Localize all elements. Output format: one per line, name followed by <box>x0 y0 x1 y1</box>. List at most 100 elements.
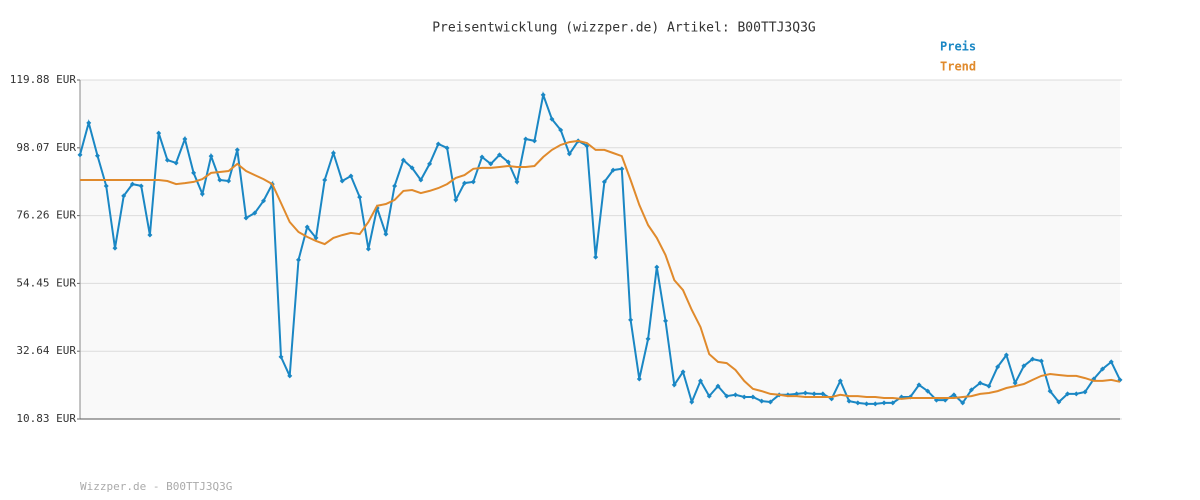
data-point <box>199 191 205 197</box>
data-point <box>1047 388 1053 394</box>
data-point <box>462 180 468 186</box>
y-tick-label: 76.26 EUR <box>16 209 76 222</box>
data-point <box>304 224 310 230</box>
data-point <box>986 383 992 389</box>
data-point <box>566 151 572 157</box>
data-point <box>846 398 852 404</box>
data-point <box>1038 358 1044 364</box>
data-point <box>295 257 301 263</box>
data-point <box>645 336 651 342</box>
chart-title: Preisentwicklung (wizzper.de) Artikel: B… <box>432 21 816 36</box>
data-point <box>636 376 642 382</box>
data-point <box>313 235 319 241</box>
legend-entry: Trend <box>940 60 976 74</box>
data-point <box>94 153 100 159</box>
data-point <box>750 394 756 400</box>
data-point <box>706 393 712 399</box>
data-point <box>689 399 695 405</box>
data-point <box>864 401 870 407</box>
data-point <box>287 373 293 379</box>
data-point <box>593 254 599 260</box>
data-point <box>1056 399 1062 405</box>
data-point <box>505 159 511 165</box>
data-point <box>77 152 83 158</box>
data-point <box>916 382 922 388</box>
data-point <box>715 383 721 389</box>
data-point <box>732 392 738 398</box>
data-point <box>654 264 660 270</box>
data-point <box>855 400 861 406</box>
data-point <box>243 215 249 221</box>
data-point <box>698 378 704 384</box>
data-point <box>724 393 730 399</box>
data-point <box>339 178 345 184</box>
data-point <box>890 400 896 406</box>
y-tick-label: 119.88 EUR <box>10 73 77 86</box>
data-point <box>156 130 162 136</box>
data-point <box>496 152 502 158</box>
data-point <box>741 394 747 400</box>
data-point <box>322 177 328 183</box>
data-point <box>680 369 686 375</box>
data-point <box>1100 366 1106 372</box>
data-point <box>767 399 773 405</box>
data-point <box>1065 391 1071 397</box>
data-point <box>995 364 1001 370</box>
plot-area <box>80 80 1120 419</box>
data-point <box>164 157 170 163</box>
y-tick-label: 10.83 EUR <box>16 412 76 425</box>
data-point <box>1021 363 1027 369</box>
data-point <box>470 179 476 185</box>
data-point <box>960 400 966 406</box>
data-point <box>217 177 223 183</box>
data-point <box>925 388 931 394</box>
y-tick-label: 54.45 EUR <box>16 276 76 289</box>
data-point <box>1073 391 1079 397</box>
data-point <box>531 138 537 144</box>
data-point <box>1108 359 1114 365</box>
data-point <box>540 92 546 98</box>
data-point <box>357 194 363 200</box>
data-point <box>549 116 555 122</box>
legend-entry: Preis <box>940 40 976 54</box>
data-point <box>173 160 179 166</box>
data-point <box>129 181 135 187</box>
data-point <box>330 150 336 156</box>
data-point <box>383 231 389 237</box>
data-point <box>811 391 817 397</box>
data-point <box>671 382 677 388</box>
data-point <box>348 173 354 179</box>
series-line <box>80 139 1121 400</box>
data-point <box>208 153 214 159</box>
data-point <box>252 210 258 216</box>
data-point <box>820 391 826 397</box>
data-point <box>1082 389 1088 395</box>
y-tick-label: 32.64 EUR <box>16 344 76 357</box>
data-point <box>435 141 441 147</box>
data-point <box>881 400 887 406</box>
data-point <box>488 161 494 167</box>
data-point <box>453 197 459 203</box>
data-point <box>278 354 284 360</box>
data-point <box>601 179 607 185</box>
data-point <box>837 378 843 384</box>
data-point <box>103 183 109 189</box>
data-point <box>138 183 144 189</box>
data-point <box>759 398 765 404</box>
data-point <box>418 177 424 183</box>
data-point <box>147 232 153 238</box>
data-point <box>968 387 974 393</box>
data-point <box>610 167 616 173</box>
data-point <box>86 120 92 126</box>
data-point <box>234 147 240 153</box>
data-point <box>112 245 118 251</box>
data-point <box>628 317 634 323</box>
data-point <box>409 165 415 171</box>
data-point <box>121 193 127 199</box>
data-point <box>514 179 520 185</box>
data-point <box>558 127 564 133</box>
y-tick-label: 98.07 EUR <box>16 141 76 154</box>
data-point <box>663 318 669 324</box>
data-point <box>392 183 398 189</box>
